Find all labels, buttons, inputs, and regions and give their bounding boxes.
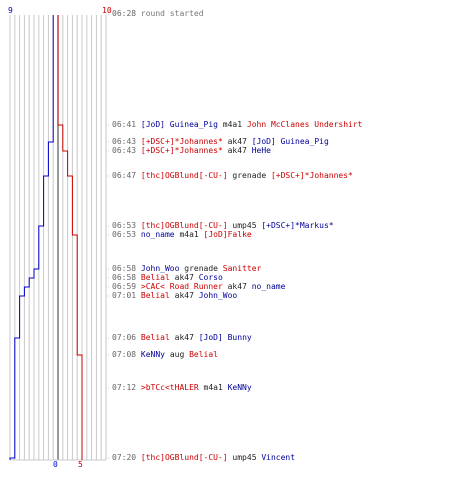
weapon-label: m4a1 bbox=[174, 230, 204, 239]
log-time: 07:08 bbox=[112, 350, 141, 359]
player-name: Vincent bbox=[261, 453, 296, 462]
player-name: no_name bbox=[140, 230, 175, 239]
log-time: 06:53 bbox=[112, 221, 141, 230]
red-bottom-count: 5 bbox=[78, 460, 83, 469]
log-entry: 07:08 KeNNy aug Belial bbox=[112, 350, 218, 359]
player-name: John_Woo bbox=[198, 291, 238, 300]
log-entry: 06:28 round started bbox=[112, 9, 204, 18]
weapon-label: aug bbox=[165, 350, 190, 359]
log-entry: 06:58 Belial ak47 Corso bbox=[112, 273, 223, 282]
weapon-label: m4a1 bbox=[217, 120, 247, 129]
player-name: KeNNy bbox=[140, 350, 165, 359]
player-name: HeHe bbox=[251, 146, 271, 155]
player-name: Belial bbox=[140, 291, 170, 300]
log-entry: 07:12 >bTCc<tHALER m4a1 KeNNy bbox=[112, 383, 252, 392]
weapon-label: ak47 bbox=[222, 282, 252, 291]
log-time: 06:59 bbox=[112, 282, 141, 291]
log-time: 06:43 bbox=[112, 146, 141, 155]
player-name: John_Woo bbox=[140, 264, 180, 273]
player-name: [thc]OGBlund[-CU-] bbox=[140, 221, 228, 230]
player-name: Belial bbox=[189, 350, 218, 359]
player-name: John McClanes Undershirt bbox=[246, 120, 363, 129]
log-time: 06:53 bbox=[112, 230, 141, 239]
player-name: [thc]OGBlund[-CU-] bbox=[140, 171, 228, 180]
weapon-label: ak47 bbox=[169, 273, 199, 282]
weapon-label: ump45 bbox=[227, 221, 262, 230]
log-entry: 07:01 Belial ak47 John_Woo bbox=[112, 291, 237, 300]
red-team-line bbox=[57, 15, 83, 460]
team-lines bbox=[9, 15, 83, 460]
log-entry: 06:53 no_name m4a1 [JoD]Falke bbox=[112, 230, 252, 239]
player-name: Sanitter bbox=[222, 264, 262, 273]
red-top-count: 10 bbox=[102, 6, 112, 15]
player-name: [+DSC+]*Markus* bbox=[261, 221, 334, 230]
log-time: 06:28 bbox=[112, 9, 141, 18]
log-time: 06:58 bbox=[112, 264, 141, 273]
log-entry: 06:58 John_Woo grenade Sanitter bbox=[112, 264, 261, 273]
player-name: [+DSC+]*Johannes* bbox=[140, 146, 223, 155]
player-name: round started bbox=[140, 9, 204, 18]
log-time: 06:41 bbox=[112, 120, 141, 129]
log-time: 06:43 bbox=[112, 137, 141, 146]
player-name: [JoD]Falke bbox=[203, 230, 252, 239]
weapon-label: ump45 bbox=[227, 453, 262, 462]
log-entry: 06:41 [JoD] Guinea_Pig m4a1 John McClane… bbox=[112, 120, 362, 129]
event-connectors bbox=[106, 13, 110, 459]
player-name: no_name bbox=[251, 282, 286, 291]
player-name: [JoD] Guinea_Pig bbox=[251, 137, 329, 146]
log-time: 07:20 bbox=[112, 453, 141, 462]
player-name: [JoD] Bunny bbox=[198, 333, 252, 342]
log-entry: 06:43 [+DSC+]*Johannes* ak47 HeHe bbox=[112, 146, 271, 155]
player-name: Belial bbox=[140, 333, 170, 342]
player-name: [+DSC+]*Johannes* bbox=[140, 137, 223, 146]
player-name: [thc]OGBlund[-CU-] bbox=[140, 453, 228, 462]
blue-top-count: 9 bbox=[8, 6, 13, 15]
player-name: >CAC< Road Runner bbox=[140, 282, 223, 291]
log-entry: 06:59 >CAC< Road Runner ak47 no_name bbox=[112, 282, 285, 291]
blue-team-line bbox=[9, 15, 54, 460]
player-name: [+DSC+]*Johannes* bbox=[270, 171, 353, 180]
player-name: Belial bbox=[140, 273, 170, 282]
log-time: 07:06 bbox=[112, 333, 141, 342]
weapon-label: ak47 bbox=[222, 146, 252, 155]
log-time: 06:58 bbox=[112, 273, 141, 282]
log-entry: 07:06 Belial ak47 [JoD] Bunny bbox=[112, 333, 252, 342]
log-entry: 06:43 [+DSC+]*Johannes* ak47 [JoD] Guine… bbox=[112, 137, 329, 146]
weapon-label: ak47 bbox=[169, 333, 199, 342]
weapon-label: grenade bbox=[179, 264, 223, 273]
weapon-label: ak47 bbox=[169, 291, 199, 300]
log-time: 06:47 bbox=[112, 171, 141, 180]
weapon-label: ak47 bbox=[222, 137, 252, 146]
blue-bottom-count: 0 bbox=[53, 460, 58, 469]
weapon-label: m4a1 bbox=[198, 383, 228, 392]
log-entry: 07:20 [thc]OGBlund[-CU-] ump45 Vincent bbox=[112, 453, 295, 462]
player-name: >bTCc<tHALER bbox=[140, 383, 199, 392]
log-entry: 06:47 [thc]OGBlund[-CU-] grenade [+DSC+]… bbox=[112, 171, 353, 180]
log-time: 07:12 bbox=[112, 383, 141, 392]
weapon-label: grenade bbox=[227, 171, 271, 180]
player-name: Corso bbox=[198, 273, 223, 282]
player-name: [JoD] Guinea_Pig bbox=[140, 120, 218, 129]
player-name: KeNNy bbox=[227, 383, 252, 392]
log-time: 07:01 bbox=[112, 291, 141, 300]
log-entry: 06:53 [thc]OGBlund[-CU-] ump45 [+DSC+]*M… bbox=[112, 221, 334, 230]
